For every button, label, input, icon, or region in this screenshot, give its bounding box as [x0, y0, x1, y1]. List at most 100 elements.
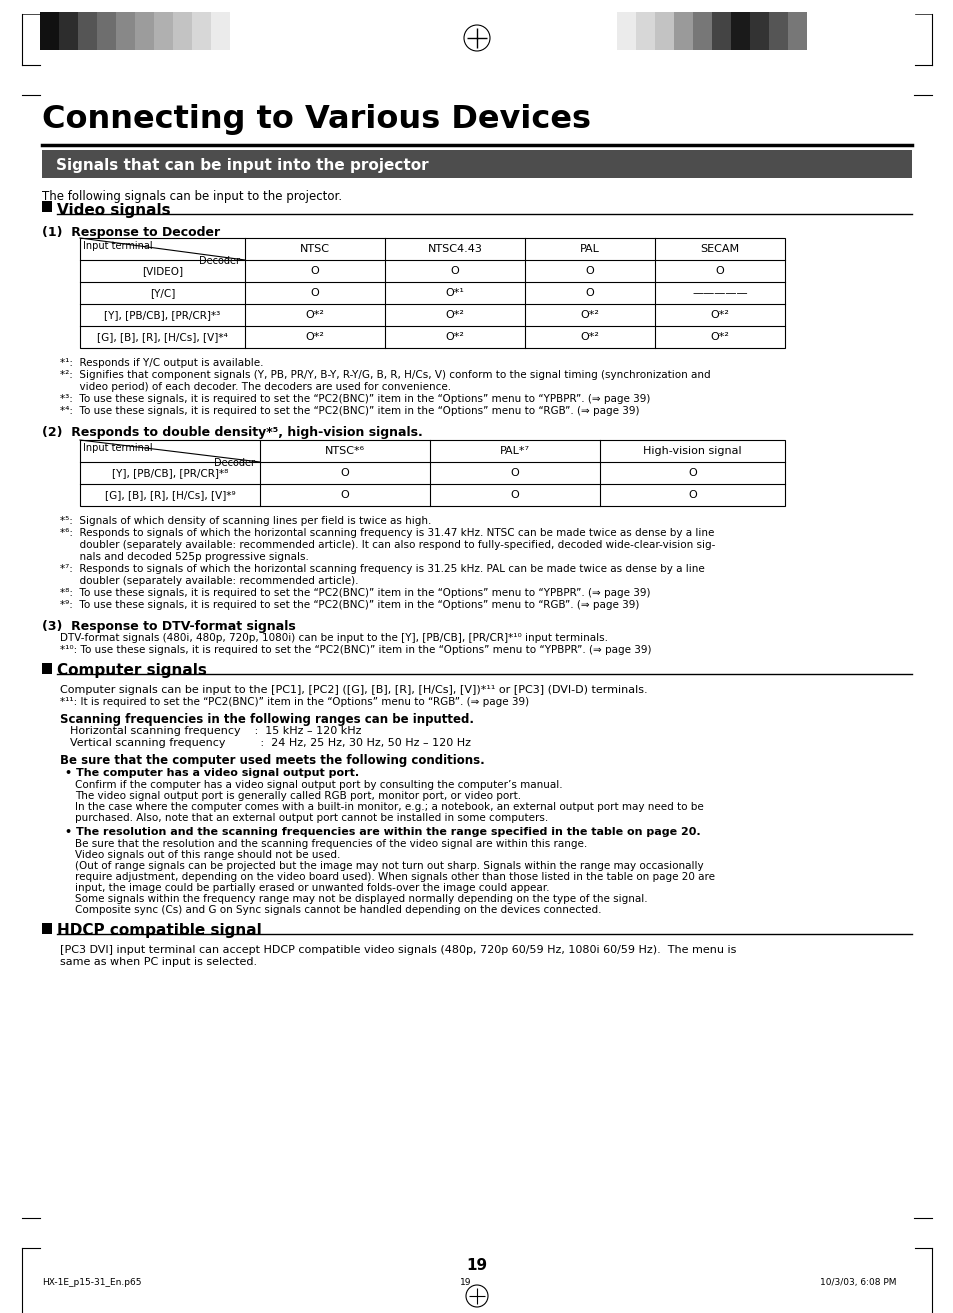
Text: 10/3/03, 6:08 PM: 10/3/03, 6:08 PM — [820, 1278, 896, 1287]
Text: video period) of each decoder. The decoders are used for convenience.: video period) of each decoder. The decod… — [60, 382, 451, 393]
Text: O: O — [715, 267, 723, 276]
Bar — [673, 12, 692, 50]
Text: DTV-format signals (480i, 480p, 720p, 1080i) can be input to the [Y], [PB/CB], [: DTV-format signals (480i, 480p, 720p, 10… — [60, 633, 607, 643]
Bar — [692, 12, 711, 50]
Text: *⁹:  To use these signals, it is required to set the “PC2(BNC)” item in the “Opt: *⁹: To use these signals, it is required… — [60, 600, 639, 611]
Text: Vertical scanning frequency          :  24 Hz, 25 Hz, 30 Hz, 50 Hz – 120 Hz: Vertical scanning frequency : 24 Hz, 25 … — [70, 738, 471, 748]
Text: (Out of range signals can be projected but the image may not turn out sharp. Sig: (Out of range signals can be projected b… — [75, 861, 703, 871]
Bar — [768, 12, 787, 50]
Text: [G], [B], [R], [H/Cs], [V]*⁹: [G], [B], [R], [H/Cs], [V]*⁹ — [105, 490, 235, 500]
Text: PAL*⁷: PAL*⁷ — [499, 446, 530, 456]
Bar — [42, 923, 52, 934]
Text: O: O — [311, 288, 319, 298]
Bar — [211, 12, 230, 50]
Text: (2)  Responds to double density*⁵, high-vision signals.: (2) Responds to double density*⁵, high-v… — [42, 425, 422, 439]
Text: 19: 19 — [459, 1278, 471, 1287]
Bar — [787, 12, 806, 50]
Bar — [192, 12, 211, 50]
Text: O*²: O*² — [305, 310, 324, 320]
Text: O: O — [340, 490, 349, 500]
Text: O*²: O*² — [445, 332, 464, 341]
Text: Scanning frequencies in the following ranges can be inputted.: Scanning frequencies in the following ra… — [60, 713, 474, 726]
Text: O*²: O*² — [580, 332, 598, 341]
Bar — [711, 12, 730, 50]
Text: HX-1E_p15-31_En.p65: HX-1E_p15-31_En.p65 — [42, 1278, 141, 1287]
Bar — [80, 238, 784, 348]
Text: Horizontal scanning frequency    :  15 kHz – 120 kHz: Horizontal scanning frequency : 15 kHz –… — [70, 726, 361, 737]
Text: Input terminal: Input terminal — [83, 242, 152, 251]
Text: Input terminal: Input terminal — [83, 442, 152, 453]
Bar — [97, 12, 116, 50]
Text: [VIDEO]: [VIDEO] — [142, 267, 183, 276]
Text: Computer signals can be input to the [PC1], [PC2] ([G], [B], [R], [H/Cs], [V])*¹: Computer signals can be input to the [PC… — [60, 685, 647, 695]
Text: • The resolution and the scanning frequencies are within the range specified in : • The resolution and the scanning freque… — [65, 827, 700, 836]
Bar — [153, 12, 172, 50]
Text: O*²: O*² — [445, 310, 464, 320]
Bar — [636, 12, 655, 50]
Text: *²:  Signifies that component signals (Y, PB, PR/Y, B-Y, R-Y/G, B, R, H/Cs, V) c: *²: Signifies that component signals (Y,… — [60, 370, 710, 379]
Text: NTSC4.43: NTSC4.43 — [427, 244, 482, 253]
Text: O: O — [585, 267, 594, 276]
Text: Decoder: Decoder — [213, 458, 254, 467]
Text: O: O — [585, 288, 594, 298]
Text: O*²: O*² — [580, 310, 598, 320]
Text: *¹¹: It is required to set the “PC2(BNC)” item in the “Options” menu to “RGB”. (: *¹¹: It is required to set the “PC2(BNC)… — [60, 697, 529, 706]
Text: input, the image could be partially erased or unwanted folds-over the image coul: input, the image could be partially eras… — [75, 884, 549, 893]
Text: O: O — [510, 467, 518, 478]
Text: Video signals out of this range should not be used.: Video signals out of this range should n… — [75, 850, 340, 860]
Bar — [749, 12, 768, 50]
Text: • The computer has a video signal output port.: • The computer has a video signal output… — [65, 768, 358, 779]
Text: (3)  Response to DTV-format signals: (3) Response to DTV-format signals — [42, 620, 295, 633]
Text: *⁷:  Responds to signals of which the horizontal scanning frequency is 31.25 kHz: *⁷: Responds to signals of which the hor… — [60, 565, 704, 574]
Text: Connecting to Various Devices: Connecting to Various Devices — [42, 104, 590, 135]
Bar — [78, 12, 97, 50]
Text: High-vision signal: High-vision signal — [642, 446, 741, 456]
Text: (1)  Response to Decoder: (1) Response to Decoder — [42, 226, 220, 239]
Text: O: O — [311, 267, 319, 276]
Text: O*²: O*² — [305, 332, 324, 341]
Text: [Y], [PB/CB], [PR/CR]*³: [Y], [PB/CB], [PR/CR]*³ — [104, 310, 220, 320]
Text: purchased. Also, note that an external output port cannot be installed in some c: purchased. Also, note that an external o… — [75, 813, 548, 823]
Text: Be sure that the computer used meets the following conditions.: Be sure that the computer used meets the… — [60, 754, 484, 767]
Text: In the case where the computer comes with a built-in monitor, e.g.; a notebook, : In the case where the computer comes wit… — [75, 802, 703, 811]
Text: Signals that can be input into the projector: Signals that can be input into the proje… — [56, 158, 428, 173]
Bar — [59, 12, 78, 50]
Text: O: O — [687, 467, 696, 478]
Bar — [42, 663, 52, 674]
Text: [PC3 DVI] input terminal can accept HDCP compatible video signals (480p, 720p 60: [PC3 DVI] input terminal can accept HDCP… — [60, 945, 736, 955]
Text: require adjustment, depending on the video board used). When signals other than : require adjustment, depending on the vid… — [75, 872, 714, 882]
Bar — [42, 201, 52, 211]
Bar — [172, 12, 192, 50]
Text: O: O — [510, 490, 518, 500]
Text: O*²: O*² — [710, 332, 729, 341]
Text: NTSC*⁶: NTSC*⁶ — [325, 446, 365, 456]
Text: same as when PC input is selected.: same as when PC input is selected. — [60, 957, 257, 966]
Text: O: O — [687, 490, 696, 500]
Text: The following signals can be input to the projector.: The following signals can be input to th… — [42, 190, 342, 204]
Text: *¹:  Responds if Y/C output is available.: *¹: Responds if Y/C output is available. — [60, 358, 263, 368]
Text: Computer signals: Computer signals — [57, 663, 207, 678]
Text: Some signals within the frequency range may not be displayed normally depending : Some signals within the frequency range … — [75, 894, 647, 903]
Text: The video signal output port is generally called RGB port, monitor port, or vide: The video signal output port is generall… — [75, 790, 520, 801]
Bar — [40, 12, 59, 50]
Text: Decoder: Decoder — [199, 256, 240, 267]
Text: [Y], [PB/CB], [PR/CR]*⁸: [Y], [PB/CB], [PR/CR]*⁸ — [112, 467, 228, 478]
Text: O*¹: O*¹ — [445, 288, 464, 298]
Text: PAL: PAL — [579, 244, 599, 253]
Text: *³:  To use these signals, it is required to set the “PC2(BNC)” item in the “Opt: *³: To use these signals, it is required… — [60, 394, 650, 404]
Text: O: O — [340, 467, 349, 478]
Text: SECAM: SECAM — [700, 244, 739, 253]
Text: Video signals: Video signals — [57, 204, 171, 218]
Bar — [655, 12, 673, 50]
Text: doubler (separately available: recommended article).: doubler (separately available: recommend… — [60, 576, 358, 586]
Text: doubler (separately available: recommended article). It can also respond to full: doubler (separately available: recommend… — [60, 540, 715, 550]
Text: *¹⁰: To use these signals, it is required to set the “PC2(BNC)” item in the “Opt: *¹⁰: To use these signals, it is require… — [60, 645, 651, 655]
Text: *⁴:  To use these signals, it is required to set the “PC2(BNC)” item in the “Opt: *⁴: To use these signals, it is required… — [60, 406, 639, 416]
Text: *⁶:  Responds to signals of which the horizontal scanning frequency is 31.47 kHz: *⁶: Responds to signals of which the hor… — [60, 528, 714, 538]
Text: NTSC: NTSC — [299, 244, 330, 253]
Text: *⁸:  To use these signals, it is required to set the “PC2(BNC)” item in the “Opt: *⁸: To use these signals, it is required… — [60, 588, 650, 597]
Bar — [135, 12, 153, 50]
Text: O: O — [450, 267, 459, 276]
Text: Confirm if the computer has a video signal output port by consulting the compute: Confirm if the computer has a video sign… — [75, 780, 562, 790]
Text: —————: ————— — [692, 288, 747, 298]
